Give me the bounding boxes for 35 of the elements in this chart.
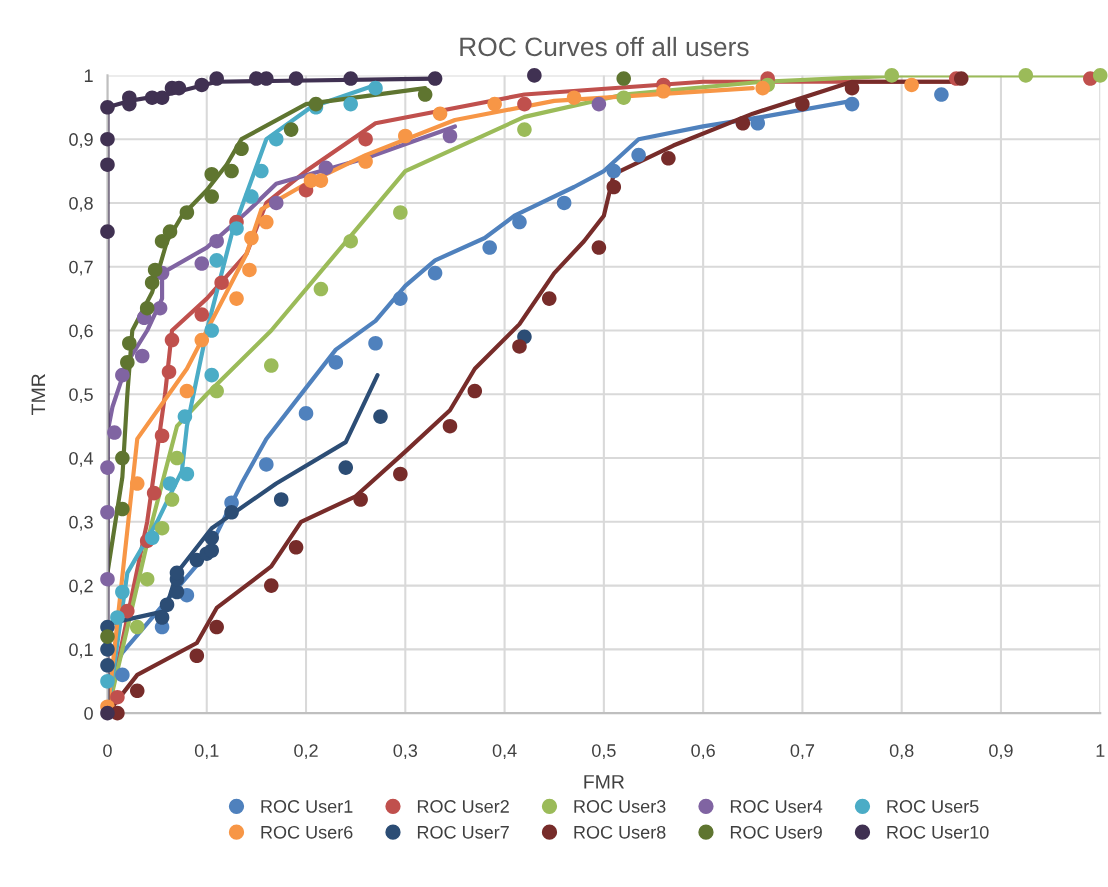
x-tick-label: 0,9	[989, 744, 1013, 760]
y-tick-label: 0,4	[69, 451, 94, 467]
x-axis-title: FMR	[584, 775, 625, 789]
legend-label: ROC User5	[887, 800, 979, 813]
legend-label: ROC User4	[730, 800, 823, 813]
x-tick-label: 0,6	[691, 744, 715, 760]
legend-label: ROC User8	[574, 825, 666, 839]
y-tick-label: 0,6	[69, 324, 93, 340]
y-tick-label: 0,8	[69, 196, 93, 212]
x-tick-label: 0,7	[790, 744, 815, 760]
legend-label: ROC User2	[417, 800, 509, 813]
chart-title: ROC Curves off all users	[460, 36, 749, 57]
y-tick-label: 0	[84, 707, 93, 720]
y-tick-label: 0,9	[69, 133, 93, 149]
y-axis-title: TMR	[31, 374, 46, 415]
x-tick-label: 0,1	[194, 744, 219, 760]
legend-label: ROC User10	[887, 825, 989, 839]
x-tick-label: 0,3	[393, 744, 418, 760]
legend-label: ROC User7	[417, 825, 509, 839]
y-tick-label: 0,2	[69, 579, 93, 595]
legend-label: ROC User1	[261, 800, 353, 813]
x-tick-label: 0,5	[592, 744, 616, 760]
x-tick-label: 0,4	[492, 744, 517, 760]
legend-label: ROC User6	[261, 825, 353, 839]
x-tick-label: 1	[1096, 744, 1105, 757]
x-tick-label: 0,2	[294, 744, 318, 760]
y-tick-label: 0,5	[69, 388, 93, 404]
y-tick-label: 1	[84, 69, 93, 82]
y-tick-label: 0,1	[69, 643, 93, 659]
legend-label: ROC User3	[574, 800, 666, 813]
legend-label: ROC User9	[730, 825, 822, 839]
x-tick-label: 0,8	[889, 744, 914, 760]
y-tick-label: 0,7	[69, 260, 93, 276]
y-tick-label: 0,3	[69, 515, 93, 531]
x-tick-label: 0	[103, 744, 112, 757]
